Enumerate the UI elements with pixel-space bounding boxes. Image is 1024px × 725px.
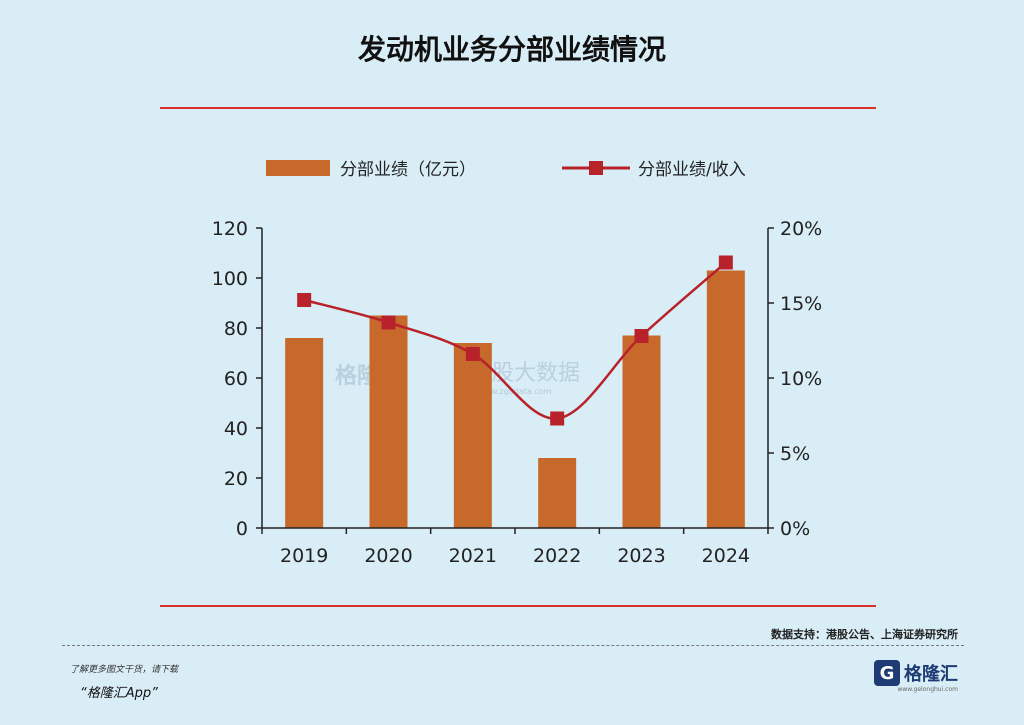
bar-2019 — [285, 338, 324, 528]
marker-2020 — [381, 315, 396, 330]
x-tick-label-2022: 2022 — [533, 545, 581, 567]
y-left-tick-label: 120 — [212, 218, 248, 240]
legend-line-label: 分部业绩/收入 — [638, 160, 746, 180]
brand-g-icon: G — [874, 660, 900, 686]
marker-2023 — [634, 329, 649, 343]
bar-2022 — [538, 458, 577, 528]
bar-2024 — [706, 270, 745, 528]
y-left-tick-label: 60 — [224, 368, 248, 390]
legend-line-marker — [589, 161, 603, 175]
bar-2023 — [622, 335, 661, 528]
y-right-tick-label: 0% — [780, 518, 810, 540]
y-left-tick-label: 0 — [236, 518, 248, 540]
bar-2021 — [453, 343, 492, 528]
y-left-tick-label: 80 — [224, 318, 248, 340]
bar-2020 — [369, 315, 408, 528]
footer-app-name: “格隆汇App” — [80, 686, 158, 701]
marker-2021 — [465, 347, 480, 361]
x-tick-label-2023: 2023 — [617, 545, 665, 567]
y-right-tick-label: 15% — [780, 293, 822, 315]
x-tick-label-2024: 2024 — [702, 545, 750, 567]
y-right-tick-label: 10% — [780, 368, 822, 390]
page-title: 发动机业务分部业绩情况 — [357, 33, 666, 66]
data-source: 数据支持：港股公告、上海证券研究所 — [771, 628, 958, 641]
x-tick-label-2019: 2019 — [280, 545, 328, 567]
x-tick-label-2020: 2020 — [364, 545, 412, 567]
footer-divider — [62, 645, 964, 646]
brand-url: www.gelonghui.com — [897, 686, 958, 693]
y-left-tick-label: 20 — [224, 468, 248, 490]
x-tick-label-2021: 2021 — [449, 545, 497, 567]
footer-text: 了解更多图文干货，请下载 — [70, 665, 179, 675]
marker-2019 — [297, 293, 312, 307]
legend-bar-swatch — [266, 160, 330, 176]
top-divider — [160, 107, 876, 109]
brand-name: 格隆汇 — [904, 664, 958, 685]
y-left-tick-label: 40 — [224, 418, 248, 440]
marker-2022 — [550, 411, 565, 426]
legend-bar-label: 分部业绩（亿元） — [340, 160, 476, 180]
marker-2024 — [718, 255, 733, 270]
y-right-tick-label: 20% — [780, 218, 822, 240]
bottom-divider — [160, 605, 876, 607]
y-left-tick-label: 100 — [212, 268, 248, 290]
brand-logo: G 格隆汇 www.gelonghui.com — [874, 660, 958, 693]
y-right-tick-label: 5% — [780, 443, 810, 465]
